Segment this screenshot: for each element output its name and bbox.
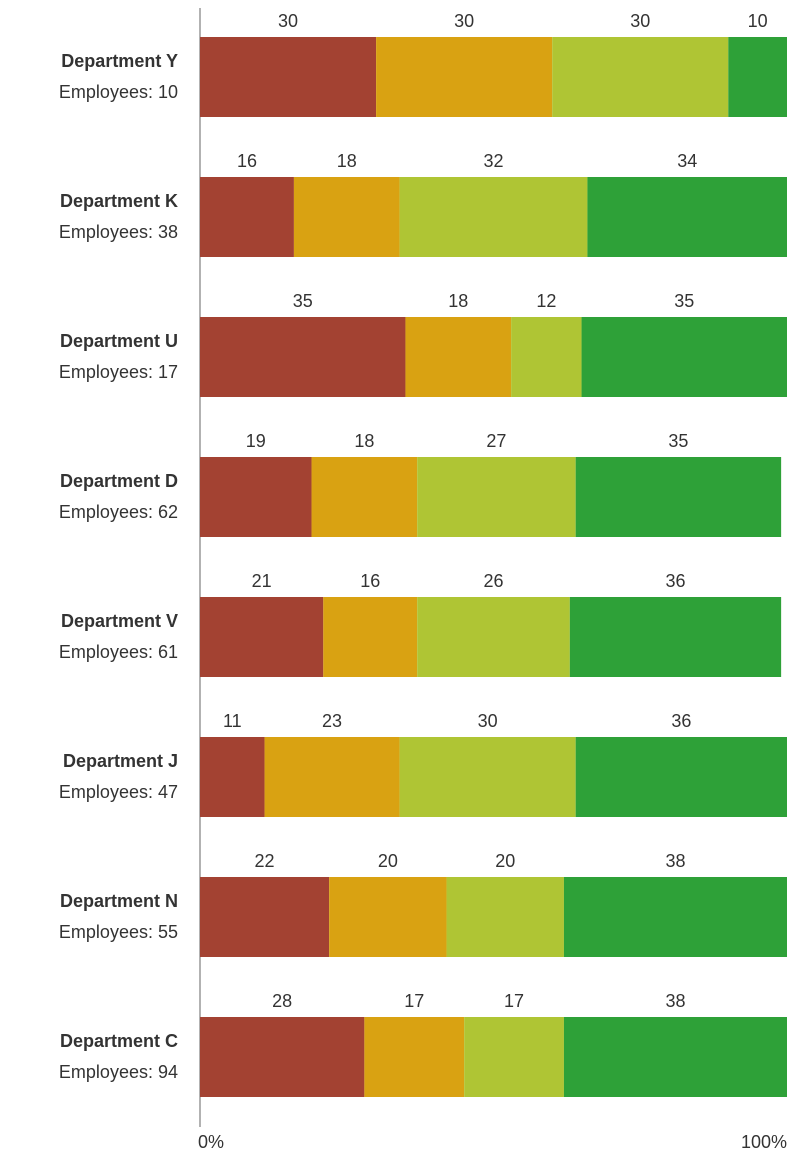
bar-segment [399,177,588,257]
category-detail: Employees: 38 [59,222,178,242]
category-label: Department V [61,611,178,631]
bar-segment [587,177,787,257]
category-label: Department K [60,191,178,211]
category-label: Department N [60,891,178,911]
category-label: Department Y [61,51,178,71]
data-label: 22 [255,851,275,871]
data-label: 30 [478,711,498,731]
data-label: 26 [483,571,503,591]
bar-segment [200,457,312,537]
data-label: 38 [665,991,685,1011]
bar-segment [200,37,377,117]
bar-segment [552,37,729,117]
data-label: 21 [252,571,272,591]
bar-segment [293,177,400,257]
bar-segment [446,877,564,957]
category-detail: Employees: 17 [59,362,178,382]
bar-segment [728,37,787,117]
data-label: 18 [354,431,374,451]
category-detail: Employees: 94 [59,1062,178,1082]
bar-segment [200,177,294,257]
data-label: 34 [677,151,697,171]
bar-segment [575,737,787,817]
data-label: 16 [237,151,257,171]
category-label: Department U [60,331,178,351]
data-label: 32 [483,151,503,171]
data-label: 30 [630,11,650,31]
data-label: 18 [337,151,357,171]
bar-segment [329,877,447,957]
bar-segment [417,597,570,677]
data-label: 23 [322,711,342,731]
data-label: 35 [668,431,688,451]
data-label: 16 [360,571,380,591]
category-detail: Employees: 55 [59,922,178,942]
data-label: 10 [748,11,768,31]
data-label: 17 [504,991,524,1011]
bar-segment [311,457,418,537]
bar-segment [563,1017,787,1097]
data-label: 27 [486,431,506,451]
data-label: 38 [665,851,685,871]
data-label: 36 [671,711,691,731]
category-detail: Employees: 61 [59,642,178,662]
data-label: 35 [674,291,694,311]
data-label: 20 [378,851,398,871]
data-label: 18 [448,291,468,311]
bar-segment [464,1017,564,1097]
bar-segment [323,597,418,677]
data-label: 12 [536,291,556,311]
data-label: 35 [293,291,313,311]
bar-segment [511,317,582,397]
x-tick-label: 100% [741,1132,787,1152]
bar-segment [200,597,324,677]
data-label: 11 [223,711,242,731]
bar-segment [200,317,406,397]
bar-segment [563,877,787,957]
data-label: 36 [665,571,685,591]
bar-segment [200,737,265,817]
data-label: 30 [278,11,298,31]
category-label: Department C [60,1031,178,1051]
bar-segment [200,877,330,957]
bar-segment [264,737,400,817]
x-tick-label: 0% [198,1132,224,1152]
category-detail: Employees: 62 [59,502,178,522]
data-label: 30 [454,11,474,31]
bar-segment [569,597,782,677]
data-label: 28 [272,991,292,1011]
bar-segment [575,457,782,537]
bar-segment [417,457,576,537]
data-label: 17 [404,991,424,1011]
category-label: Department D [60,471,178,491]
category-label: Department J [63,751,178,771]
data-label: 20 [495,851,515,871]
category-detail: Employees: 47 [59,782,178,802]
bar-segment [364,1017,465,1097]
data-label: 19 [246,431,266,451]
bar-segment [399,737,576,817]
category-detail: Employees: 10 [59,82,178,102]
bar-segment [581,317,787,397]
bar-segment [376,37,553,117]
bar-segment [200,1017,365,1097]
bar-segment [405,317,512,397]
